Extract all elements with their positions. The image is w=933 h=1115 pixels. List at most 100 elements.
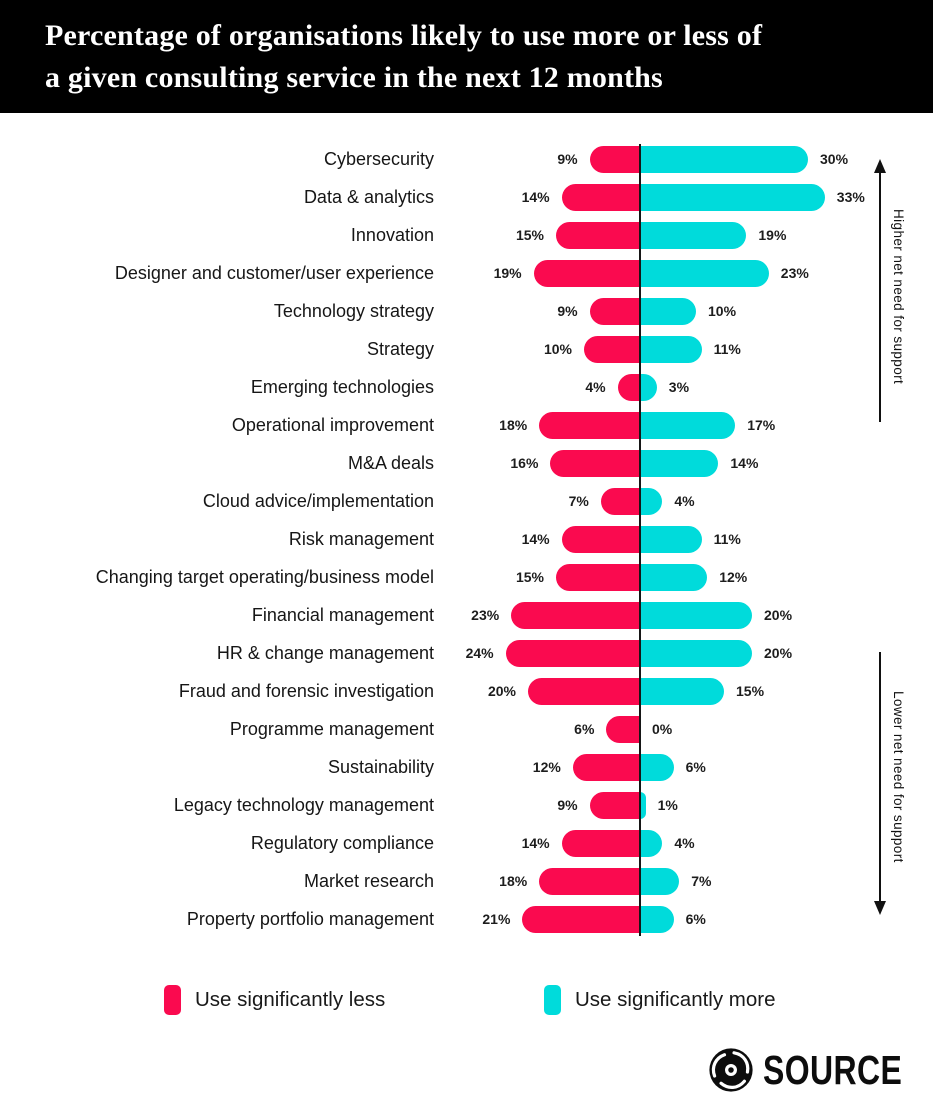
category-label: Cloud advice/implementation bbox=[202, 490, 434, 511]
bar-use-less bbox=[589, 297, 640, 325]
bar-zone: 12% 6% bbox=[434, 748, 933, 786]
bar-use-less bbox=[539, 867, 640, 895]
value-label-less: 18% bbox=[499, 873, 528, 889]
legend-label: Use significantly more bbox=[575, 988, 776, 1011]
bar-use-more bbox=[640, 259, 769, 287]
bar-zone: 23% 20% bbox=[434, 596, 933, 634]
bar-zone: 21% 6% bbox=[434, 900, 933, 938]
bar-use-more bbox=[640, 791, 646, 819]
value-label-less: 4% bbox=[585, 379, 606, 395]
value-label-less: 12% bbox=[532, 759, 561, 775]
category-label: Financial management bbox=[251, 604, 434, 625]
category-label: Legacy technology management bbox=[173, 794, 434, 815]
bar-use-less bbox=[556, 563, 640, 591]
category-label: Regulatory compliance bbox=[250, 832, 434, 853]
bar-use-more bbox=[640, 221, 747, 249]
legend-item: Use significantly less bbox=[164, 984, 385, 1016]
category-label: Innovation bbox=[350, 224, 434, 245]
value-label-more: 30% bbox=[820, 151, 849, 167]
category-label: Data & analytics bbox=[303, 186, 434, 207]
chart-row: M&A deals 16% 14% bbox=[0, 444, 933, 482]
bar-use-more bbox=[640, 563, 708, 591]
bar-use-more bbox=[640, 639, 752, 667]
title-line-1: Percentage of organisations likely to us… bbox=[45, 19, 763, 52]
diverging-bar-chart: Cybersecurity 9% 30% Data & analytics 14% 33%… bbox=[0, 140, 933, 938]
bar-use-less bbox=[556, 221, 640, 249]
zero-axis-line bbox=[639, 144, 641, 936]
bar-zone: 24% 20% bbox=[434, 634, 933, 672]
bar-zone: 10% 11% bbox=[434, 330, 933, 368]
category-label: Risk management bbox=[288, 528, 434, 549]
chart-row: Legacy technology management 9% 1% bbox=[0, 786, 933, 824]
chart-row: Changing target operating/business model… bbox=[0, 558, 933, 596]
chart-row: Financial management 23% 20% bbox=[0, 596, 933, 634]
value-label-more: 15% bbox=[736, 683, 765, 699]
value-label-more: 11% bbox=[713, 531, 741, 547]
bar-use-more bbox=[640, 753, 674, 781]
value-label-more: 7% bbox=[691, 873, 712, 889]
category-label: Emerging technologies bbox=[250, 376, 434, 397]
value-label-less: 15% bbox=[515, 569, 544, 585]
bar-use-less bbox=[572, 753, 640, 781]
category-label: Property portfolio management bbox=[186, 908, 434, 929]
chart-row: Sustainability 12% 6% bbox=[0, 748, 933, 786]
category-label: Changing target operating/business model bbox=[95, 566, 434, 587]
bar-zone: 7% 4% bbox=[434, 482, 933, 520]
value-label-less: 9% bbox=[557, 797, 578, 813]
category-label: Market research bbox=[303, 870, 434, 891]
bar-use-less bbox=[561, 525, 640, 553]
bar-use-more bbox=[640, 867, 680, 895]
bar-use-more bbox=[640, 183, 825, 211]
chart-title: Percentage of organisations likely to us… bbox=[0, 0, 933, 113]
bar-use-more bbox=[640, 601, 752, 629]
bar-use-less bbox=[584, 335, 640, 363]
bar-use-less bbox=[550, 449, 640, 477]
value-label-more: 20% bbox=[764, 645, 793, 661]
title-line-2: a given consulting service in the next 1… bbox=[45, 61, 663, 94]
value-label-more: 6% bbox=[685, 759, 706, 775]
chart-row: HR & change management 24% 20% bbox=[0, 634, 933, 672]
bar-use-more bbox=[640, 487, 663, 515]
value-label-more: 19% bbox=[758, 227, 787, 243]
value-label-less: 24% bbox=[465, 645, 494, 661]
chart-row: Market research 18% 7% bbox=[0, 862, 933, 900]
value-label-more: 20% bbox=[764, 607, 793, 623]
value-label-more: 17% bbox=[747, 417, 776, 433]
chart-row: Risk management 14% 11% bbox=[0, 520, 933, 558]
bar-use-less bbox=[600, 487, 640, 515]
value-label-less: 16% bbox=[510, 455, 539, 471]
legend-item: Use significantly more bbox=[544, 984, 776, 1016]
bar-use-less bbox=[606, 715, 640, 743]
bar-use-less bbox=[617, 373, 640, 401]
chart-row: Innovation 15% 19% bbox=[0, 216, 933, 254]
value-label-more: 0% bbox=[652, 721, 673, 737]
bar-use-less bbox=[511, 601, 640, 629]
bar-zone: 4% 3% bbox=[434, 368, 933, 406]
bar-zone: 9% 30% bbox=[434, 140, 933, 178]
bar-use-more bbox=[640, 411, 736, 439]
chart-rows: Cybersecurity 9% 30% Data & analytics 14% 33%… bbox=[0, 140, 933, 938]
value-label-less: 15% bbox=[515, 227, 544, 243]
chart-row: Designer and customer/user experience 19%… bbox=[0, 254, 933, 292]
bar-use-more bbox=[640, 905, 674, 933]
category-label: Designer and customer/user experience bbox=[114, 262, 434, 283]
chart-row: Property portfolio management 21% 6% bbox=[0, 900, 933, 938]
legend-swatch bbox=[164, 985, 181, 1015]
value-label-more: 10% bbox=[708, 303, 737, 319]
bar-use-more bbox=[640, 373, 657, 401]
value-label-less: 21% bbox=[482, 911, 511, 927]
value-label-less: 14% bbox=[521, 189, 550, 205]
bar-zone: 14% 33% bbox=[434, 178, 933, 216]
bar-use-less bbox=[589, 145, 640, 173]
value-label-more: 12% bbox=[719, 569, 748, 585]
value-label-less: 6% bbox=[574, 721, 595, 737]
bar-zone: 20% 15% bbox=[434, 672, 933, 710]
category-label: HR & change management bbox=[216, 642, 434, 663]
chart-row: Technology strategy 9% 10% bbox=[0, 292, 933, 330]
bar-use-less bbox=[589, 791, 640, 819]
bar-use-more bbox=[640, 297, 696, 325]
chart-row: Emerging technologies 4% 3% bbox=[0, 368, 933, 406]
value-label-more: 4% bbox=[674, 493, 695, 509]
legend-label: Use significantly less bbox=[195, 988, 386, 1011]
value-label-less: 23% bbox=[471, 607, 500, 623]
